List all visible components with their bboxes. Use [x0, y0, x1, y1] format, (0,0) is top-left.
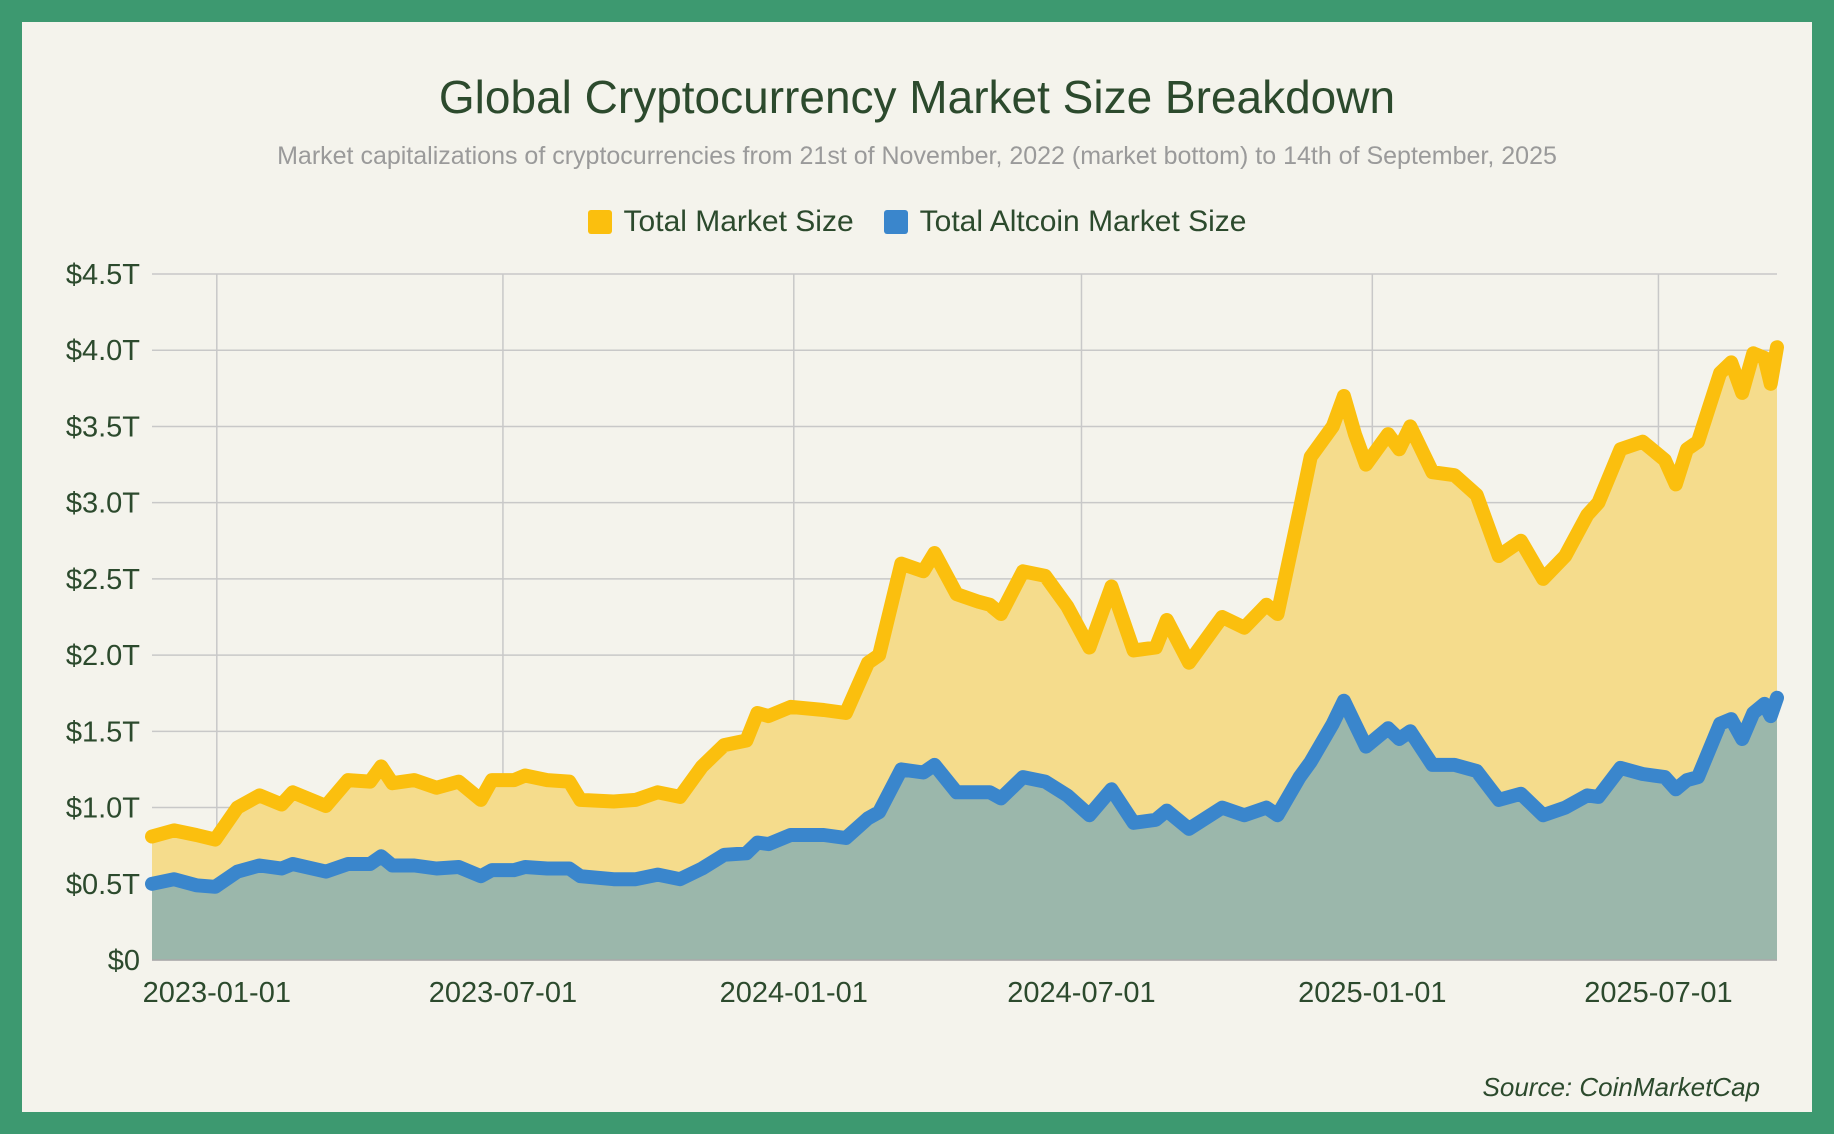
y-tick-label: $0 [108, 945, 140, 977]
area-altcoin [152, 697, 1777, 960]
x-tick-label: 2023-07-01 [429, 977, 577, 1009]
y-tick-label: $4.0T [66, 335, 140, 367]
x-tick-label: 2024-01-01 [720, 977, 868, 1009]
chart-title: Global Cryptocurrency Market Size Breakd… [438, 71, 1396, 123]
x-tick-label: 2025-07-01 [1584, 977, 1732, 1009]
legend-swatch-altcoin [883, 210, 908, 234]
y-tick-label: $2.0T [66, 640, 140, 672]
x-tick-label: 2023-01-01 [143, 977, 291, 1009]
legend-label-total: Total Market Size [623, 205, 854, 238]
x-tick-label: 2024-07-01 [1007, 977, 1155, 1009]
x-tick-label: 2025-01-01 [1298, 977, 1446, 1009]
legend-label-altcoin: Total Altcoin Market Size [919, 205, 1247, 238]
y-tick-label: $3.5T [66, 411, 140, 443]
chart-source: Source: CoinMarketCap [1482, 1072, 1760, 1102]
line-total [145, 340, 1784, 847]
line-altcoin [145, 690, 1784, 894]
legend-item-altcoin[interactable]: Total Altcoin Market Size [883, 205, 1247, 239]
y-tick-label: $3.0T [66, 488, 140, 520]
y-tick-label: $1.0T [66, 793, 140, 825]
y-tick-label: $2.5T [66, 564, 140, 596]
y-tick-label: $1.5T [66, 716, 140, 748]
y-tick-label: $4.5T [66, 259, 140, 291]
chart-subtitle: Market capitalizations of cryptocurrenci… [277, 142, 1557, 170]
chart-legend: Total Market Size Total Altcoin Market S… [22, 205, 1812, 239]
y-tick-label: $0.5T [66, 869, 140, 901]
legend-item-total[interactable]: Total Market Size [587, 205, 854, 239]
legend-swatch-total [587, 210, 612, 234]
